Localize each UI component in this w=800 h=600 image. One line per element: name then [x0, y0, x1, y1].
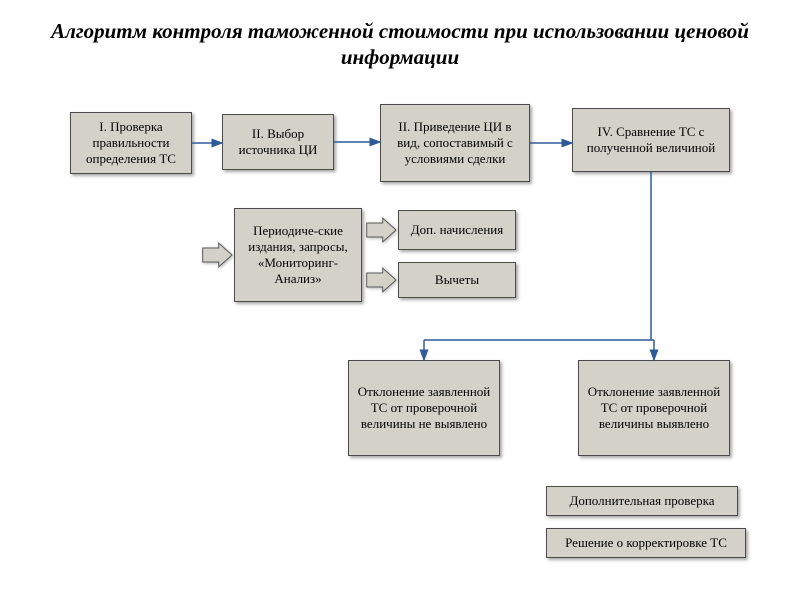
node-label: Дополнительная проверка [569, 493, 714, 509]
node-no-deviation: Отклонение заявленной ТС от проверочной … [348, 360, 500, 456]
node-step-1: I. Проверка правильности определения ТС [70, 112, 192, 174]
node-label: Отклонение заявленной ТС от проверочной … [355, 384, 493, 433]
node-additional-charges: Доп. начисления [398, 210, 516, 250]
node-label: Периодиче-ские издания, запросы, «Монито… [241, 223, 355, 288]
node-label: Доп. начисления [411, 222, 503, 238]
node-label: I. Проверка правильности определения ТС [77, 119, 185, 168]
node-label: II. Приведение ЦИ в вид, сопоставимый с … [387, 119, 523, 168]
node-sources: Периодиче-ские издания, запросы, «Монито… [234, 208, 362, 302]
node-correction-decision: Решение о корректировке ТС [546, 528, 746, 558]
node-label: II. Выбор источника ЦИ [229, 126, 327, 159]
node-step-2: II. Выбор источника ЦИ [222, 114, 334, 170]
node-label: Отклонение заявленной ТС от проверочной … [585, 384, 723, 433]
node-label: IV. Сравнение ТС с полученной величиной [579, 124, 723, 157]
node-additional-check: Дополнительная проверка [546, 486, 738, 516]
node-label: Вычеты [435, 272, 479, 288]
node-step-3: II. Приведение ЦИ в вид, сопоставимый с … [380, 104, 530, 182]
page-title: Алгоритм контроля таможенной стоимости п… [0, 18, 800, 71]
node-step-4: IV. Сравнение ТС с полученной величиной [572, 108, 730, 172]
node-deductions: Вычеты [398, 262, 516, 298]
node-deviation: Отклонение заявленной ТС от проверочной … [578, 360, 730, 456]
node-label: Решение о корректировке ТС [565, 535, 727, 551]
